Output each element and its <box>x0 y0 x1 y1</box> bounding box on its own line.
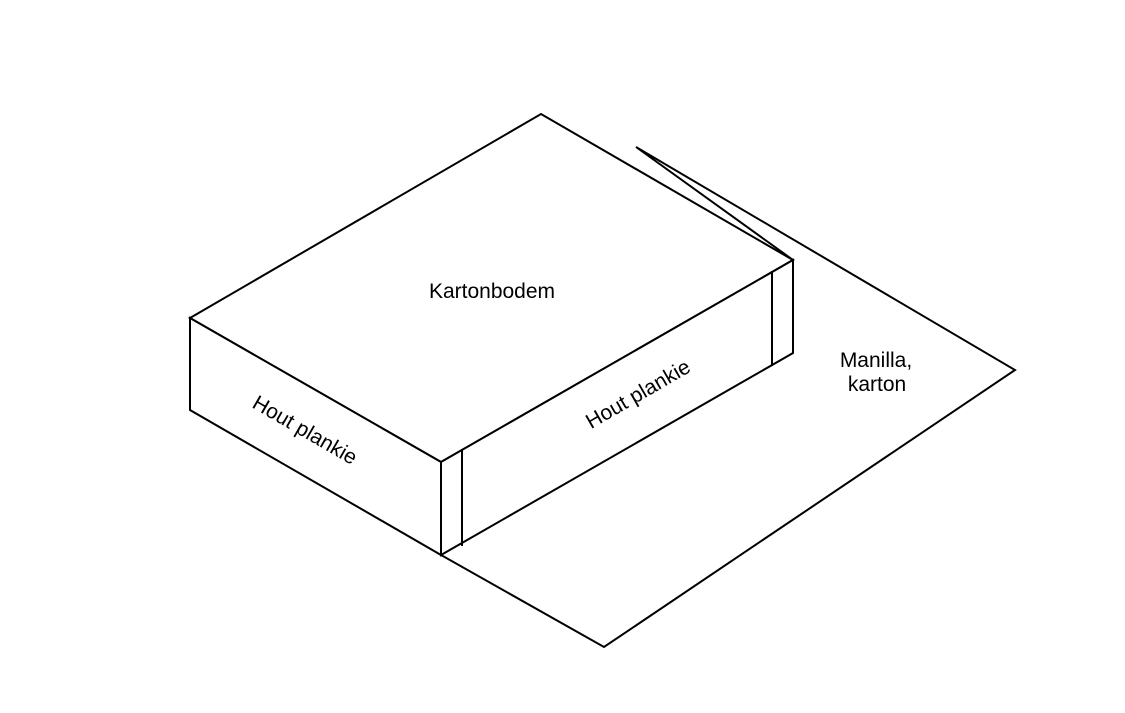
sheet-label-line-2: karton <box>848 373 906 396</box>
top-face-label: Kartonbodem <box>429 280 555 303</box>
box-right-side <box>440 258 794 557</box>
sheet-label-line-1: Manilla, <box>840 349 912 372</box>
manilla-sheet <box>439 146 1017 649</box>
